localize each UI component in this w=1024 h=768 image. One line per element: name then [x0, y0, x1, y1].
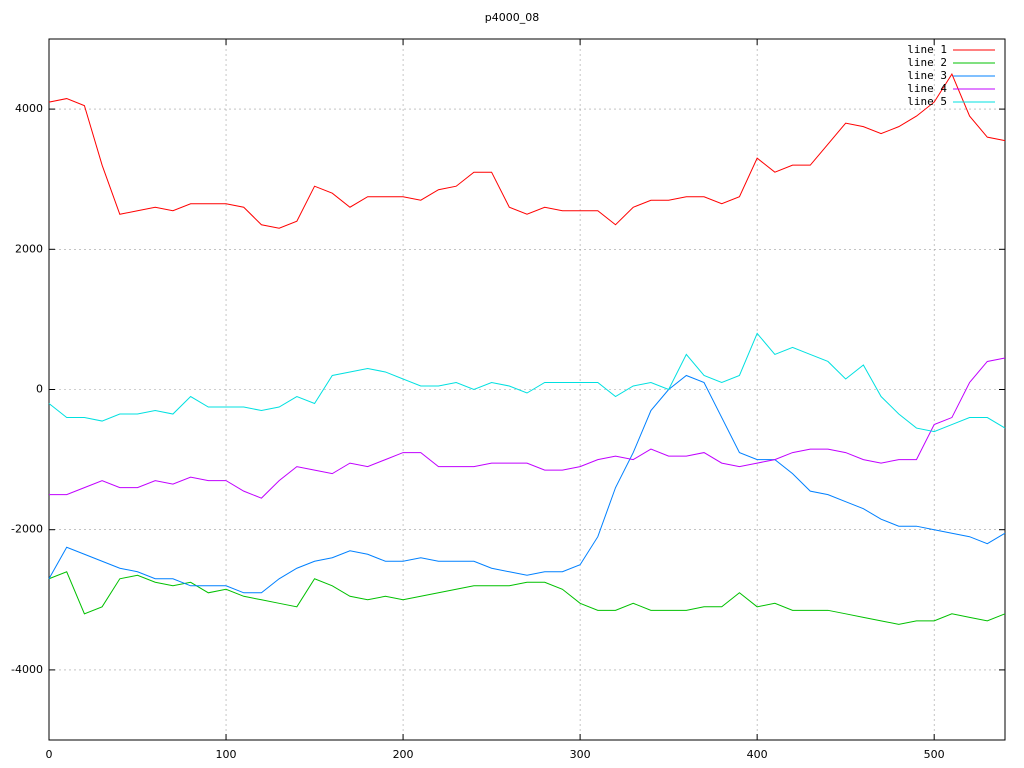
y-tick-label: 0	[36, 383, 43, 396]
x-tick-label: 500	[924, 748, 945, 761]
series-line	[48, 571, 1006, 625]
chart-title: p4000_08	[485, 11, 539, 24]
y-tick-label: 4000	[15, 102, 43, 115]
series-line	[48, 374, 1006, 594]
series-line	[48, 72, 1006, 229]
x-tick-label: 200	[393, 748, 414, 761]
x-tick-label: 400	[747, 748, 768, 761]
legend-label: line 1	[907, 43, 947, 56]
y-tick-label: -4000	[11, 663, 43, 676]
y-tick-label: 2000	[15, 242, 43, 255]
x-tick-label: 100	[216, 748, 237, 761]
legend-label: line 5	[907, 95, 947, 108]
plot-frame	[48, 38, 1006, 741]
legend-label: line 3	[907, 69, 947, 82]
series-line	[48, 332, 1006, 433]
legend-label: line 2	[907, 56, 947, 69]
x-tick-label: 300	[570, 748, 591, 761]
legend-label: line 4	[907, 82, 947, 95]
x-tick-label: 0	[46, 748, 53, 761]
y-tick-label: -2000	[11, 523, 43, 536]
series-line	[49, 357, 1006, 499]
